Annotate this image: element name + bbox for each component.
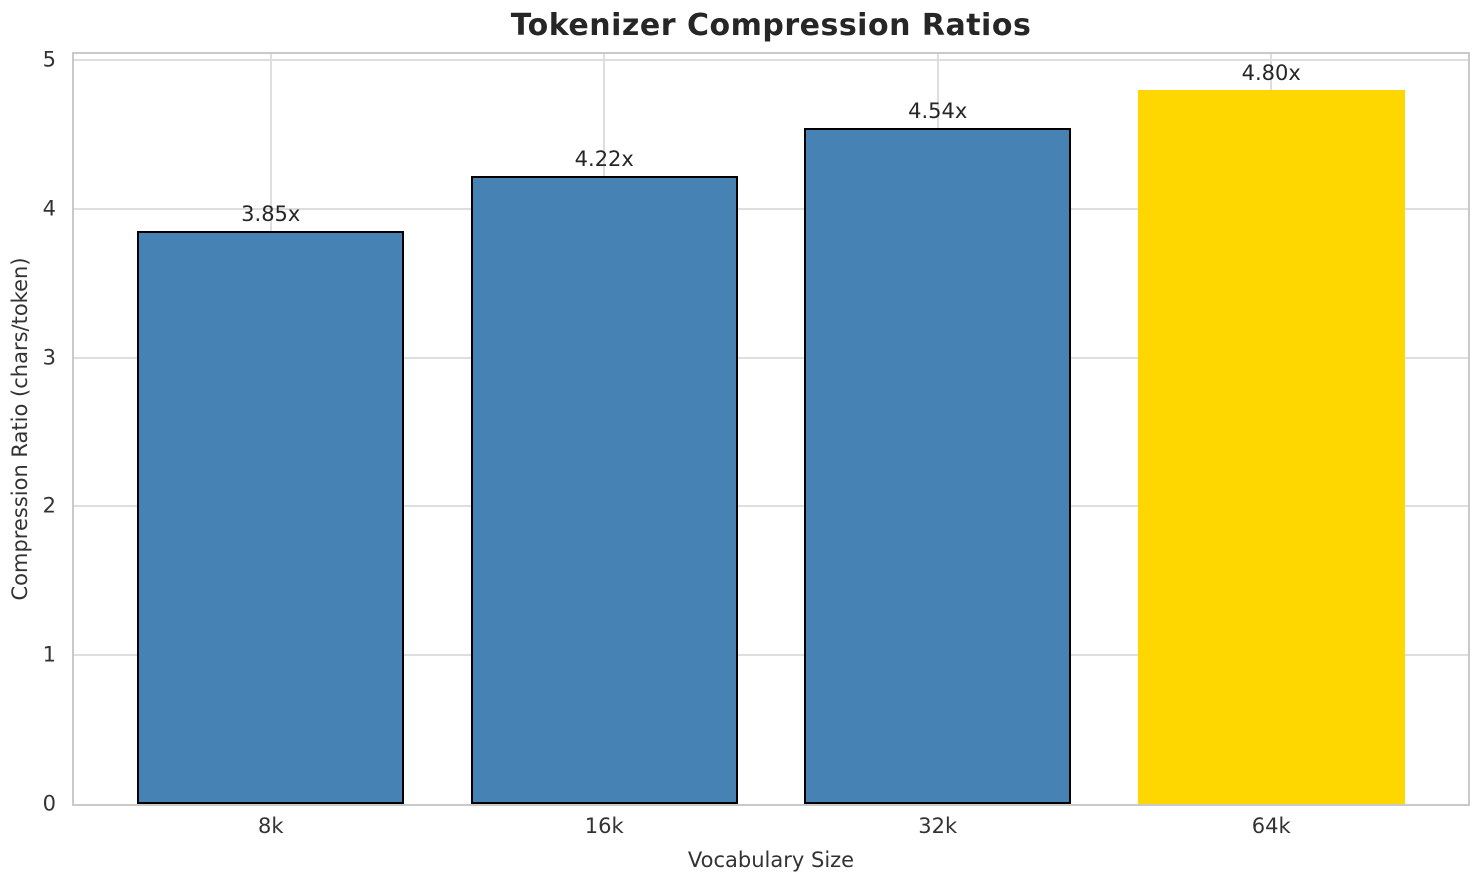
y-tick-label: 0	[42, 791, 56, 816]
x-axis-ticks: 8k 16k 32k 64k	[74, 814, 1468, 842]
grid-line-horizontal	[74, 356, 1468, 359]
x-tick-label: 16k	[584, 814, 624, 838]
bar-value-label: 4.22x	[574, 146, 634, 171]
bar-64k	[1137, 89, 1405, 804]
grid-line-horizontal	[74, 58, 1468, 61]
plot-area: 3.85x 4.22x 4.54x 4.80x	[72, 52, 1470, 806]
x-axis-label: Vocabulary Size	[687, 848, 855, 872]
y-axis-label: Compression Ratio (chars/token)	[8, 257, 32, 601]
grid-line-horizontal	[74, 505, 1468, 508]
bar-value-label: 4.54x	[908, 99, 968, 124]
bar-value-label: 3.85x	[241, 202, 301, 226]
x-tick-label: 32k	[918, 814, 958, 838]
x-tick-label: 8k	[257, 814, 284, 838]
chart-title: Tokenizer Compression Ratios	[510, 8, 1032, 43]
y-tick-label: 3	[42, 345, 56, 370]
y-tick-label: 1	[42, 642, 56, 667]
bar-32k	[804, 128, 1072, 804]
bar-value-label: 4.80x	[1241, 60, 1301, 85]
grid-line-horizontal	[74, 654, 1468, 657]
bar-8k	[137, 231, 405, 804]
y-tick-label: 5	[42, 47, 56, 72]
x-tick-label: 64k	[1251, 814, 1291, 838]
y-tick-label: 2	[42, 493, 56, 518]
grid-line-horizontal	[74, 207, 1468, 210]
y-axis-ticks: 0 1 2 3 4 5	[0, 49, 56, 814]
y-tick-label: 4	[42, 196, 56, 221]
bar-16k	[470, 176, 738, 804]
